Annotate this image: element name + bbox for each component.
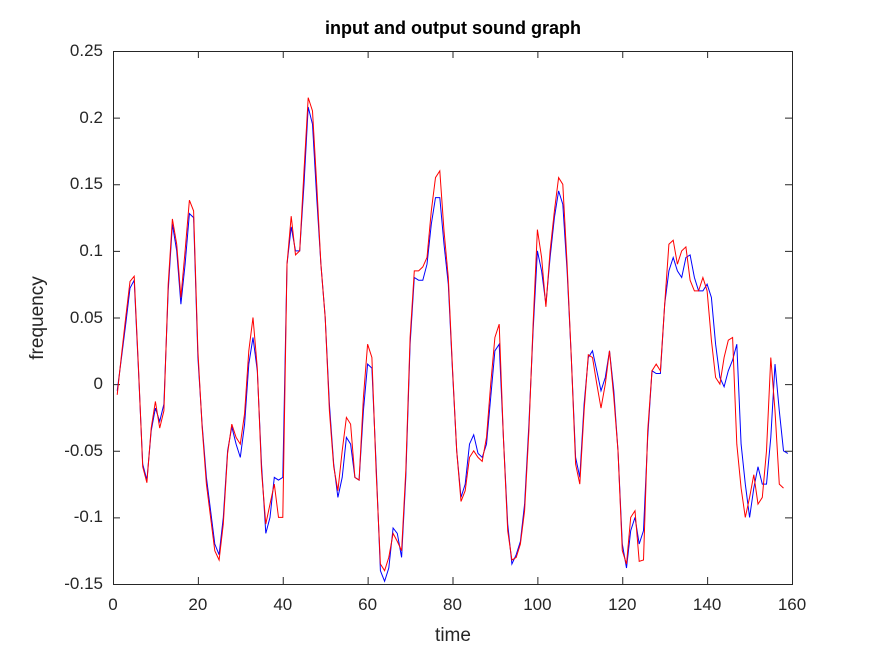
x-tick-label: 160 (777, 595, 807, 614)
y-tick-label: 0.25 (69, 41, 103, 60)
x-tick-label: 60 (358, 595, 378, 614)
x-tick-label: 80 (443, 595, 462, 614)
axis-ticks (113, 51, 793, 585)
y-tick-label: 0.15 (69, 174, 103, 194)
output-series-line (116, 97, 784, 572)
chart-title: input and output sound graph (325, 18, 581, 38)
y-tick-label: 0 (93, 374, 103, 394)
y-tick-label: -0.15 (64, 574, 103, 593)
y-tick-label: 0.1 (79, 240, 103, 260)
y-tick-label: -0.1 (73, 507, 103, 527)
input-series-line (116, 106, 789, 583)
x-tick-label: 140 (692, 595, 722, 614)
x-tick-label: 40 (273, 595, 293, 614)
x-tick-label: 20 (188, 595, 208, 614)
y-tick-label: 0.2 (79, 107, 103, 127)
y-tick-label: 0.05 (69, 307, 103, 327)
x-tick-label: 120 (608, 595, 637, 614)
x-tick-label: 100 (523, 595, 552, 614)
y-tick-label: -0.05 (64, 440, 103, 460)
x-axis-label: time (435, 625, 471, 646)
x-tick-label: 0 (108, 595, 118, 614)
axes-box (113, 51, 793, 585)
